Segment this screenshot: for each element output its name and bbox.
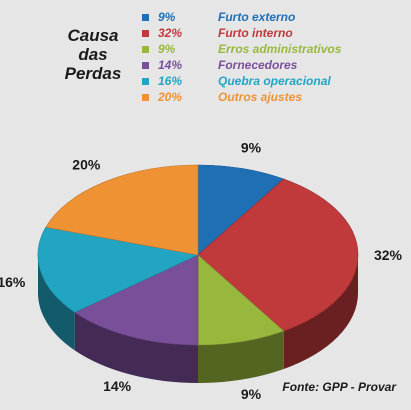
- pie-side: [74, 312, 198, 383]
- source-note: Fonte: GPP - Provar: [282, 380, 396, 394]
- pie-value-label: 20%: [72, 156, 101, 172]
- legend-label: Furto externo: [218, 10, 296, 24]
- pie-value-label: 32%: [374, 247, 403, 263]
- legend-label: Quebra operacional: [218, 74, 331, 88]
- legend-percent: 16%: [158, 74, 183, 88]
- legend-title-line-3: Perdas: [64, 64, 122, 83]
- pie-slice: [197, 178, 359, 332]
- legend-percent: 14%: [158, 58, 183, 72]
- legend-label: Outros ajustes: [218, 90, 303, 104]
- legend-percent: 9%: [158, 42, 176, 56]
- legend-swatch: [142, 29, 149, 37]
- legend-label: Erros administrativos: [218, 42, 342, 56]
- legend-title: Causa das Perdas: [58, 26, 128, 83]
- legend: 9% Furto externo 32% Furto interno 9% Erros a…: [142, 9, 341, 105]
- pie-side: [283, 255, 358, 369]
- pie-side: [37, 255, 75, 351]
- legend-item: 16% Quebra operacional: [142, 73, 341, 89]
- legend-item: 20% Outros ajustes: [142, 89, 341, 105]
- pie-side-group: [37, 255, 358, 383]
- pie-value-label: 16%: [0, 274, 26, 290]
- legend-item: 14% Fornecedores: [142, 57, 341, 73]
- legend-label: Fornecedores: [218, 58, 298, 72]
- legend-swatch: [142, 45, 149, 53]
- legend-swatch: [142, 13, 149, 21]
- legend-swatch: [142, 93, 149, 101]
- pie-top-group: [37, 164, 359, 346]
- legend-percent: 9%: [158, 10, 176, 24]
- legend-swatch: [142, 61, 149, 69]
- pie-slice: [45, 164, 199, 256]
- legend-item: 32% Furto interno: [142, 25, 341, 41]
- legend-percent: 32%: [158, 26, 183, 40]
- legend-title-line-1: Causa: [67, 26, 119, 45]
- pie-side: [198, 330, 284, 383]
- legend-swatch: [142, 77, 149, 85]
- pie-slice: [197, 254, 285, 346]
- pie-value-label: 9%: [241, 386, 262, 402]
- pie-value-label: 14%: [103, 378, 132, 394]
- legend-label: Furto interno: [218, 26, 293, 40]
- legend-percent: 20%: [158, 90, 183, 104]
- pie-label-group: 9% 32% 9% 14% 16% 20%: [0, 139, 403, 402]
- pie-slice: [197, 164, 285, 256]
- legend-title-line-2: das: [78, 45, 108, 64]
- legend-item: 9% Erros administrativos: [142, 41, 341, 57]
- pie-slice: [37, 226, 199, 313]
- pie-value-label: 9%: [241, 139, 262, 155]
- pie-slice: [74, 254, 199, 346]
- legend-item: 9% Furto externo: [142, 9, 341, 25]
